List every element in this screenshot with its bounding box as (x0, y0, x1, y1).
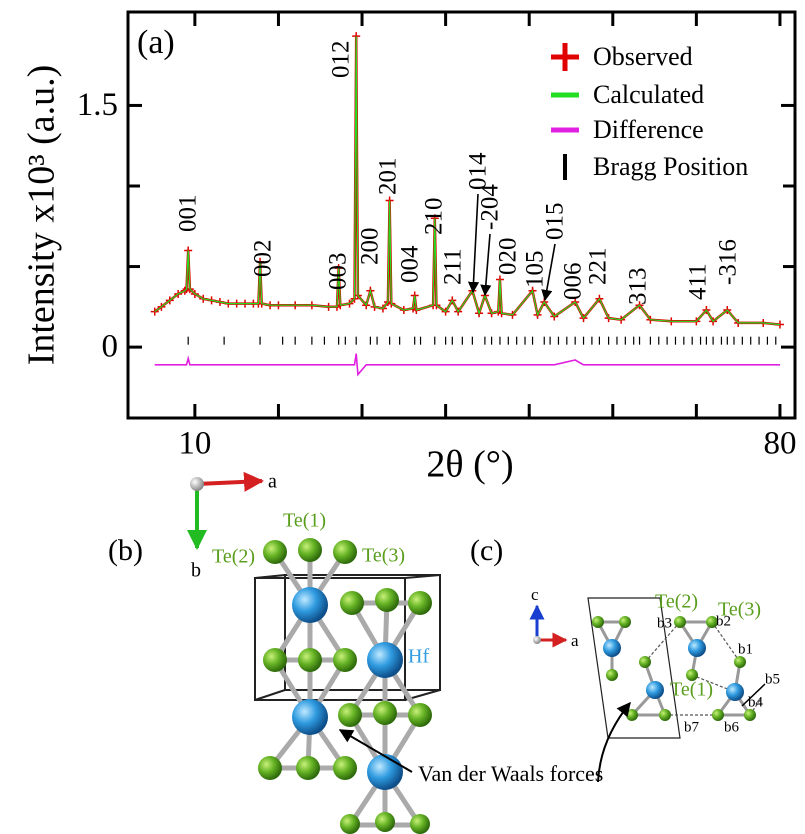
peak-arrow (541, 243, 556, 302)
x-tick-label: 10 (178, 426, 211, 462)
peak-label: 105 (522, 251, 549, 289)
legend-label: Calculated (593, 80, 704, 109)
legend-label: Bragg Position (593, 152, 748, 181)
peak-label: 006 (560, 263, 587, 301)
bond-label: b3 (657, 615, 672, 631)
peak-label: 211 (440, 248, 467, 285)
peak-label: 015 (542, 203, 569, 241)
x-axis-title: 2θ (°) (426, 444, 513, 486)
peak-arrow (467, 193, 480, 294)
bond-label: b4 (748, 694, 764, 710)
peak-label: 014 (465, 152, 492, 190)
atom-label: Te(3) (362, 545, 405, 567)
legend-label: Difference (593, 115, 704, 144)
atom-label: Te(2) (212, 546, 255, 568)
axis-arrow (196, 471, 264, 492)
peak-label: 004 (397, 245, 424, 283)
xrd-chart: 10 80 0 1.5 2θ (°) Intensity x10³ (a.u.) (a) 00… (21, 10, 797, 486)
peak-label: 002 (250, 240, 277, 278)
axis-label: a (268, 471, 277, 493)
leader (741, 683, 766, 707)
te-atoms (258, 538, 432, 834)
panel-c: (c) c a Te(2) Te(3) Te(1) b1 b2 b3 (470, 534, 780, 783)
peak-label: 313 (625, 268, 652, 306)
bond-label: b5 (765, 671, 780, 687)
peak-label: 200 (357, 228, 384, 266)
arrow (338, 729, 413, 773)
peak-label: 210 (421, 198, 448, 236)
axis-label: a (571, 631, 579, 650)
unit-cell (587, 597, 681, 739)
hf-atoms (603, 639, 744, 701)
peak-label: 012 (328, 41, 355, 79)
panel-b: (b) a b Te(1) Te(2) Te(3) (108, 471, 603, 834)
panel-label: (a) (137, 24, 175, 61)
panel-label: (c) (470, 534, 503, 567)
peak-label: 003 (325, 253, 352, 291)
peak-label: 411 (685, 263, 712, 300)
peak-label: 201 (375, 158, 402, 196)
hf-atoms (292, 587, 403, 790)
legend-label: Observed (593, 42, 693, 71)
panel-label: (b) (108, 534, 143, 567)
peak-label: 020 (495, 238, 522, 276)
arrow (597, 701, 631, 783)
x-tick-label: 80 (763, 426, 796, 462)
legend-marker (551, 43, 579, 71)
atom-label: Te(1) (283, 510, 326, 532)
atom-label: Te(1) (670, 679, 713, 701)
series-line (154, 353, 780, 377)
bond-label: b1 (738, 641, 753, 657)
bond-label: b7 (684, 719, 700, 735)
origin (533, 636, 541, 644)
te-atoms (592, 616, 756, 721)
y-tick-label: 1.5 (77, 87, 118, 123)
axis-label: b (191, 560, 201, 582)
bond-label: b2 (716, 613, 731, 629)
bond-label: b6 (724, 719, 740, 735)
unit-cell (254, 574, 441, 701)
peak-label: 001 (175, 195, 202, 233)
origin (190, 477, 204, 491)
annotation: Van der Waals forces (418, 761, 603, 786)
vdw-bonds (644, 621, 761, 716)
bonds (596, 620, 752, 717)
axis-label: c (531, 585, 539, 604)
plot-frame (126, 10, 797, 420)
atom-label: Te(3) (718, 599, 761, 621)
series-line-overlay (154, 36, 781, 326)
peak-label: -316 (715, 239, 742, 285)
atom-label: Te(2) (655, 591, 698, 613)
y-axis-title: Intensity x10³ (a.u.) (21, 65, 63, 366)
y-tick-label: 0 (102, 329, 119, 365)
peak-arrow (480, 233, 492, 297)
atom-label: Hf (408, 646, 429, 668)
peak-label: 221 (585, 248, 612, 286)
peak-label: -204 (477, 184, 504, 230)
